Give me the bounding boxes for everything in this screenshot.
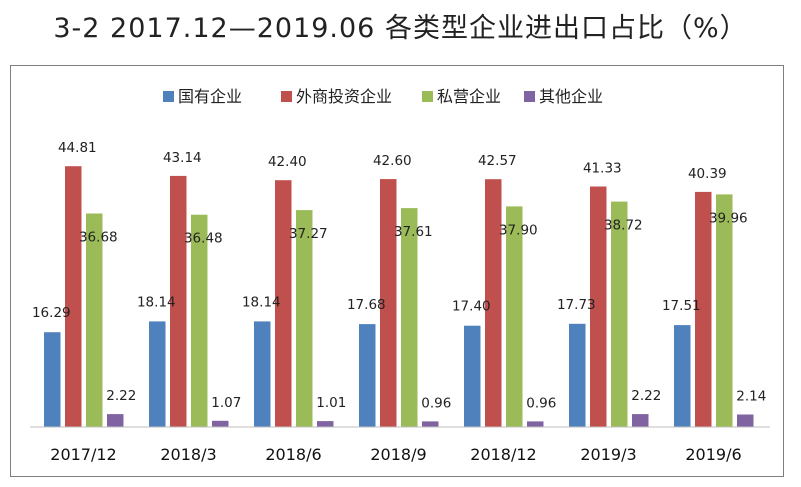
category-label: 2018/3 [160, 445, 216, 464]
value-label: 42.57 [478, 153, 517, 169]
bar-私营企业-2017/12 [86, 213, 103, 427]
bar-外商投资企业-2017/12 [65, 166, 82, 427]
bar-其他企业-2019/6 [737, 414, 754, 427]
bar-外商投资企业-2018/3 [170, 175, 187, 427]
value-label: 0.96 [526, 395, 556, 411]
bar-其他企业-2018/6 [317, 421, 334, 427]
value-label: 39.96 [709, 210, 748, 226]
value-label: 42.40 [268, 154, 307, 170]
bar-国有企业-2018/12 [464, 325, 481, 427]
value-label: 36.48 [184, 231, 223, 247]
bar-国有企业-2019/6 [674, 325, 691, 427]
bar-外商投资企业-2018/6 [275, 180, 292, 427]
bar-其他企业-2018/9 [422, 421, 439, 427]
legend-label: 私营企业 [437, 87, 501, 106]
category-labels: 2017/12 2018/3 2018/6 2018/9 2018/12 2019/3 20… [50, 445, 741, 464]
value-label: 36.68 [79, 230, 118, 246]
bar-国有企业-2018/6 [254, 321, 271, 427]
legend: 国有企业 外商投资企业 私营企业 其他企业 [163, 87, 603, 106]
value-label: 37.90 [499, 222, 538, 238]
bar-私营企业-2019/6 [716, 194, 733, 427]
legend-swatch [422, 91, 433, 102]
bar-私营企业-2018/3 [191, 214, 208, 427]
value-label: 37.27 [289, 226, 328, 242]
value-label: 17.68 [347, 297, 386, 313]
value-label: 16.29 [32, 305, 71, 321]
value-label: 2.22 [106, 388, 136, 404]
bar-私营企业-2018/9 [401, 208, 418, 427]
bar-外商投资企业-2018/9 [380, 179, 397, 427]
value-label: 17.73 [557, 297, 596, 313]
bar-其他企业-2018/3 [212, 420, 229, 427]
bar-私营企业-2018/12 [506, 206, 523, 427]
bar-私营企业-2019/3 [611, 201, 628, 427]
value-label: 1.01 [316, 395, 346, 411]
legend-swatch [524, 91, 535, 102]
value-label: 2.22 [631, 388, 661, 404]
value-label: 38.72 [604, 218, 643, 234]
bar-外商投资企业-2018/12 [485, 179, 502, 427]
legend-swatch [281, 91, 292, 102]
value-label: 37.61 [394, 224, 433, 240]
value-label: 17.40 [452, 299, 491, 315]
bar-外商投资企业-2019/3 [590, 186, 607, 427]
category-label: 2017/12 [50, 445, 116, 464]
value-label: 18.14 [242, 294, 281, 310]
category-label: 2018/12 [470, 445, 536, 464]
legend-label: 其他企业 [539, 87, 603, 106]
legend-swatch [163, 91, 174, 102]
value-label: 40.39 [688, 166, 727, 182]
category-label: 2018/9 [370, 445, 426, 464]
value-labels: 16.29 44.81 36.68 2.22 18.14 43.14 36.48 1.07 18… [32, 140, 766, 411]
bar-国有企业-2017/12 [44, 332, 61, 427]
bar-其他企业-2017/12 [107, 414, 124, 427]
bar-国有企业-2018/3 [149, 321, 166, 427]
bar-其他企业-2019/3 [632, 414, 649, 427]
category-label: 2019/6 [685, 445, 741, 464]
value-label: 44.81 [58, 140, 97, 156]
value-label: 42.60 [373, 153, 412, 169]
value-label: 18.14 [137, 294, 176, 310]
bar-其他企业-2018/12 [527, 421, 544, 427]
bar-国有企业-2019/3 [569, 323, 586, 427]
value-label: 1.07 [211, 395, 241, 411]
value-label: 43.14 [163, 150, 202, 166]
chart-frame [10, 65, 784, 477]
bar-私营企业-2018/6 [296, 210, 313, 427]
value-label: 41.33 [583, 161, 622, 177]
legend-label: 国有企业 [178, 87, 242, 106]
legend-label: 外商投资企业 [296, 87, 392, 106]
value-label: 17.51 [662, 298, 701, 314]
chart-title: 3-2 2017.12—2019.06 各类型企业进出口占比（%） [53, 13, 748, 44]
bar-外商投资企业-2019/6 [695, 191, 712, 427]
category-label: 2019/3 [580, 445, 636, 464]
value-label: 0.96 [421, 395, 451, 411]
value-label: 2.14 [736, 389, 766, 405]
category-label: 2018/6 [265, 445, 321, 464]
bars [44, 166, 754, 427]
bar-国有企业-2018/9 [359, 324, 376, 427]
